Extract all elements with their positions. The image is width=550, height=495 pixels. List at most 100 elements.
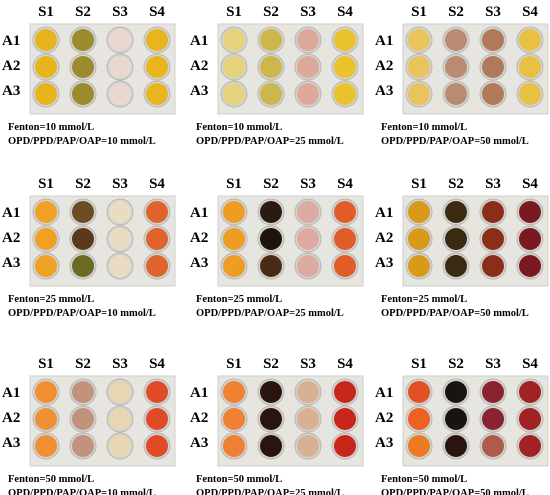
caption-line: Fenton=10 mmol/L bbox=[8, 122, 94, 133]
well bbox=[109, 56, 131, 78]
caption-line: Fenton=50 mmol/L bbox=[196, 474, 282, 485]
well bbox=[445, 228, 467, 250]
well bbox=[297, 381, 319, 403]
row-label: A1 bbox=[190, 385, 208, 401]
well bbox=[519, 408, 541, 430]
row-label: A2 bbox=[375, 58, 393, 74]
caption-line: Fenton=50 mmol/L bbox=[8, 474, 94, 485]
well bbox=[72, 201, 94, 223]
well bbox=[72, 56, 94, 78]
row-label: A3 bbox=[190, 83, 208, 99]
panel: S1 S2 S3 S4 A1 A2 A3 Fenton=25 mmol/L OPD/PPD/PA… bbox=[375, 176, 549, 319]
column-label: S1 bbox=[38, 4, 54, 20]
column-label: S4 bbox=[149, 356, 165, 372]
well bbox=[482, 228, 504, 250]
well bbox=[260, 201, 282, 223]
column-label: S2 bbox=[75, 356, 91, 372]
well bbox=[519, 29, 541, 51]
row-label: A1 bbox=[2, 385, 20, 401]
well bbox=[445, 56, 467, 78]
column-label: S3 bbox=[112, 176, 128, 192]
well bbox=[35, 435, 57, 457]
well bbox=[260, 228, 282, 250]
column-label: S2 bbox=[263, 4, 279, 20]
well bbox=[223, 255, 245, 277]
caption-line: OPD/PPD/PAP/OAP=50 mmol/L bbox=[381, 136, 529, 147]
well bbox=[334, 408, 356, 430]
well bbox=[482, 201, 504, 223]
column-label: S4 bbox=[337, 176, 353, 192]
column-label: S1 bbox=[411, 176, 427, 192]
well bbox=[35, 228, 57, 250]
well bbox=[109, 408, 131, 430]
row-label: A2 bbox=[190, 230, 208, 246]
well bbox=[35, 201, 57, 223]
well bbox=[445, 255, 467, 277]
column-label: S3 bbox=[485, 4, 501, 20]
row-label: A3 bbox=[2, 435, 20, 451]
well bbox=[482, 408, 504, 430]
well bbox=[408, 228, 430, 250]
column-label: S4 bbox=[522, 4, 538, 20]
well bbox=[35, 83, 57, 105]
well bbox=[146, 435, 168, 457]
column-label: S3 bbox=[112, 4, 128, 20]
row-label: A3 bbox=[190, 255, 208, 271]
well bbox=[260, 381, 282, 403]
row-label: A3 bbox=[190, 435, 208, 451]
well bbox=[260, 29, 282, 51]
caption-line: OPD/PPD/PAP/OAP=10 mmol/L bbox=[8, 136, 156, 147]
well bbox=[146, 255, 168, 277]
row-label: A2 bbox=[2, 58, 20, 74]
panel: S1 S2 S3 S4 A1 A2 A3 Fenton=10 mmol/L OPD/PPD/PA… bbox=[375, 4, 549, 147]
well bbox=[260, 408, 282, 430]
well bbox=[297, 56, 319, 78]
row-label: A3 bbox=[375, 435, 393, 451]
well bbox=[408, 408, 430, 430]
well bbox=[260, 255, 282, 277]
well bbox=[334, 201, 356, 223]
well bbox=[334, 435, 356, 457]
well bbox=[146, 228, 168, 250]
panel: S1 S2 S3 S4 A1 A2 A3 Fenton=50 mmol/L OPD/PPD/PA… bbox=[2, 356, 176, 495]
well bbox=[35, 381, 57, 403]
column-label: S3 bbox=[485, 356, 501, 372]
well bbox=[408, 83, 430, 105]
column-label: S1 bbox=[226, 356, 242, 372]
well bbox=[146, 381, 168, 403]
well bbox=[35, 408, 57, 430]
well bbox=[297, 201, 319, 223]
well bbox=[482, 56, 504, 78]
column-label: S2 bbox=[75, 4, 91, 20]
well bbox=[482, 435, 504, 457]
well bbox=[445, 201, 467, 223]
well bbox=[408, 381, 430, 403]
caption-line: OPD/PPD/PAP/OAP=50 mmol/L bbox=[381, 488, 529, 495]
row-label: A2 bbox=[190, 58, 208, 74]
row-label: A1 bbox=[2, 205, 20, 221]
panel: S1 S2 S3 S4 A1 A2 A3 Fenton=50 mmol/L OPD/PPD/PA… bbox=[375, 356, 549, 495]
column-label: S1 bbox=[411, 356, 427, 372]
column-label: S4 bbox=[522, 176, 538, 192]
column-label: S3 bbox=[300, 356, 316, 372]
well bbox=[482, 29, 504, 51]
well bbox=[334, 56, 356, 78]
column-label: S3 bbox=[300, 4, 316, 20]
column-label: S3 bbox=[112, 356, 128, 372]
caption-line: OPD/PPD/PAP/OAP=25 mmol/L bbox=[196, 136, 344, 147]
panel: S1 S2 S3 S4 A1 A2 A3 Fenton=10 mmol/L OPD/PPD/PA… bbox=[2, 4, 176, 147]
well bbox=[334, 228, 356, 250]
row-label: A2 bbox=[375, 410, 393, 426]
well bbox=[72, 228, 94, 250]
caption-line: OPD/PPD/PAP/OAP=25 mmol/L bbox=[196, 488, 344, 495]
well bbox=[445, 83, 467, 105]
well bbox=[223, 201, 245, 223]
well bbox=[408, 56, 430, 78]
well bbox=[297, 408, 319, 430]
panel: S1 S2 S3 S4 A1 A2 A3 Fenton=25 mmol/L OPD/PPD/PA… bbox=[190, 176, 364, 319]
row-label: A2 bbox=[2, 410, 20, 426]
row-label: A3 bbox=[375, 83, 393, 99]
well bbox=[72, 29, 94, 51]
well bbox=[445, 381, 467, 403]
